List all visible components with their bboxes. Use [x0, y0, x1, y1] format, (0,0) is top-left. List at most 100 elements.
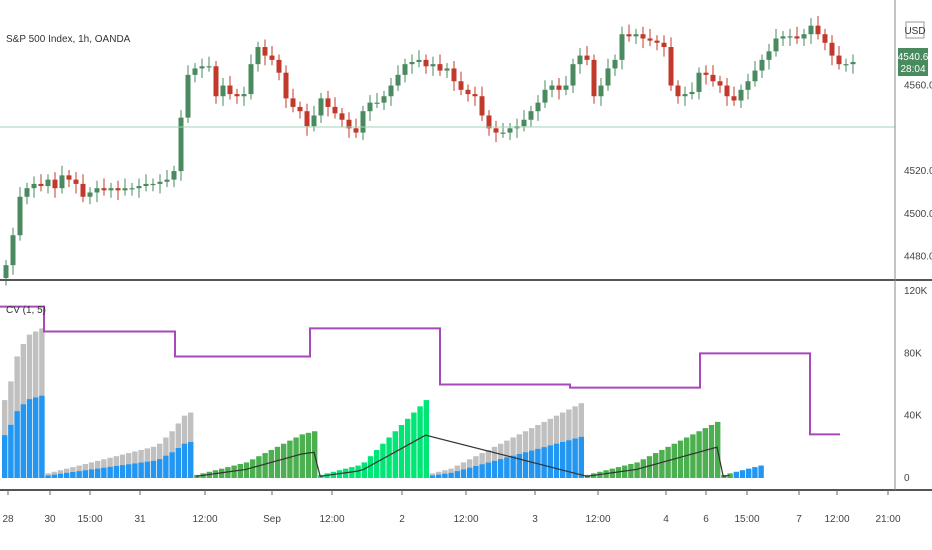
volume-bar	[299, 434, 305, 478]
candle	[444, 68, 450, 71]
candle	[570, 64, 576, 86]
volume-bar	[653, 453, 659, 478]
average-line	[0, 305, 840, 436]
candle	[563, 85, 569, 90]
volume-bar	[479, 464, 485, 478]
volume-bar	[175, 448, 181, 478]
candle	[549, 85, 555, 90]
volume-bar	[250, 459, 256, 478]
candle	[374, 102, 380, 104]
candle	[234, 94, 240, 97]
candle	[262, 47, 268, 56]
candle	[31, 183, 37, 189]
candle	[591, 59, 597, 97]
volume-bar	[677, 440, 684, 478]
volume-bar	[659, 449, 665, 478]
candle	[689, 91, 695, 95]
candle	[129, 188, 135, 190]
candle	[794, 36, 800, 39]
price-tick-label: 4560.0	[904, 81, 932, 92]
candle	[619, 34, 625, 60]
volume-bar	[578, 436, 584, 478]
volume-bar	[8, 424, 14, 478]
volume-tick-label: 80K	[904, 348, 922, 359]
candle	[696, 72, 702, 92]
candle	[703, 72, 709, 75]
volume-bar	[417, 406, 423, 478]
candle	[458, 81, 464, 90]
volume-bar	[256, 456, 262, 478]
candle	[500, 132, 506, 134]
time-tick-label: 31	[134, 514, 146, 525]
candle	[479, 96, 485, 116]
candle	[269, 55, 275, 60]
volume-bar	[243, 462, 250, 478]
volume-bar	[702, 428, 708, 478]
candle	[45, 179, 51, 187]
price-pane[interactable]	[0, 16, 895, 286]
candle	[73, 179, 79, 184]
candle	[388, 85, 394, 97]
volume-bar	[262, 453, 268, 478]
volume-pane[interactable]	[0, 305, 840, 478]
candle	[297, 106, 303, 112]
candle	[535, 102, 541, 112]
last-price-value: 4540.6	[898, 52, 929, 63]
indicator-label[interactable]: CV (1, 5)	[6, 305, 46, 316]
candle	[94, 188, 100, 193]
candle	[605, 68, 611, 86]
volume-bar	[144, 461, 150, 478]
volume-bar	[615, 467, 622, 478]
candle	[752, 70, 758, 82]
candle	[136, 186, 142, 189]
volume-bar	[305, 432, 312, 478]
candle	[850, 62, 856, 65]
candle	[815, 25, 821, 35]
candle	[10, 235, 16, 266]
candle	[304, 111, 310, 127]
volume-bar	[473, 466, 479, 478]
candle	[507, 128, 513, 133]
axes: 4560.0 4520.0 4500.0 4480.0 120K 80K 40K 0 28 30 1…	[0, 0, 932, 525]
candle	[325, 98, 331, 107]
candle	[409, 62, 415, 65]
volume-bar	[281, 443, 287, 478]
candle	[416, 59, 422, 63]
volume-bar	[498, 459, 504, 478]
candle	[178, 117, 184, 172]
volume-bar	[349, 467, 355, 478]
volume-bar	[57, 473, 64, 478]
volume-bar	[138, 462, 144, 478]
candle	[584, 55, 590, 60]
candle	[115, 188, 121, 191]
volume-bar	[634, 462, 640, 478]
time-tick-label: 15:00	[734, 514, 759, 525]
candle	[710, 74, 716, 82]
volume-bar	[367, 456, 374, 478]
candle	[843, 64, 849, 66]
time-tick-label: 6	[703, 514, 709, 525]
volume-bar	[101, 467, 107, 478]
volume-bar	[33, 397, 39, 478]
volume-bar	[566, 440, 572, 478]
volume-bar	[646, 456, 653, 478]
volume-tick-label: 120K	[904, 286, 928, 297]
candle	[731, 96, 737, 101]
candle	[717, 81, 723, 86]
candle	[59, 175, 65, 189]
candle	[171, 171, 177, 180]
volume-bar	[45, 475, 51, 478]
volume-bar	[665, 446, 671, 478]
candle	[353, 128, 359, 133]
time-tick-label: 15:00	[77, 514, 102, 525]
volume-bar	[268, 449, 274, 478]
candle	[465, 89, 471, 95]
candle	[255, 47, 261, 65]
volume-bar	[516, 454, 522, 478]
candle	[738, 89, 744, 101]
symbol-label[interactable]: S&P 500 Index, 1h, OANDA	[6, 34, 131, 45]
volume-bar	[746, 468, 752, 478]
currency-badge[interactable]	[905, 21, 925, 39]
volume-bar	[181, 443, 188, 478]
